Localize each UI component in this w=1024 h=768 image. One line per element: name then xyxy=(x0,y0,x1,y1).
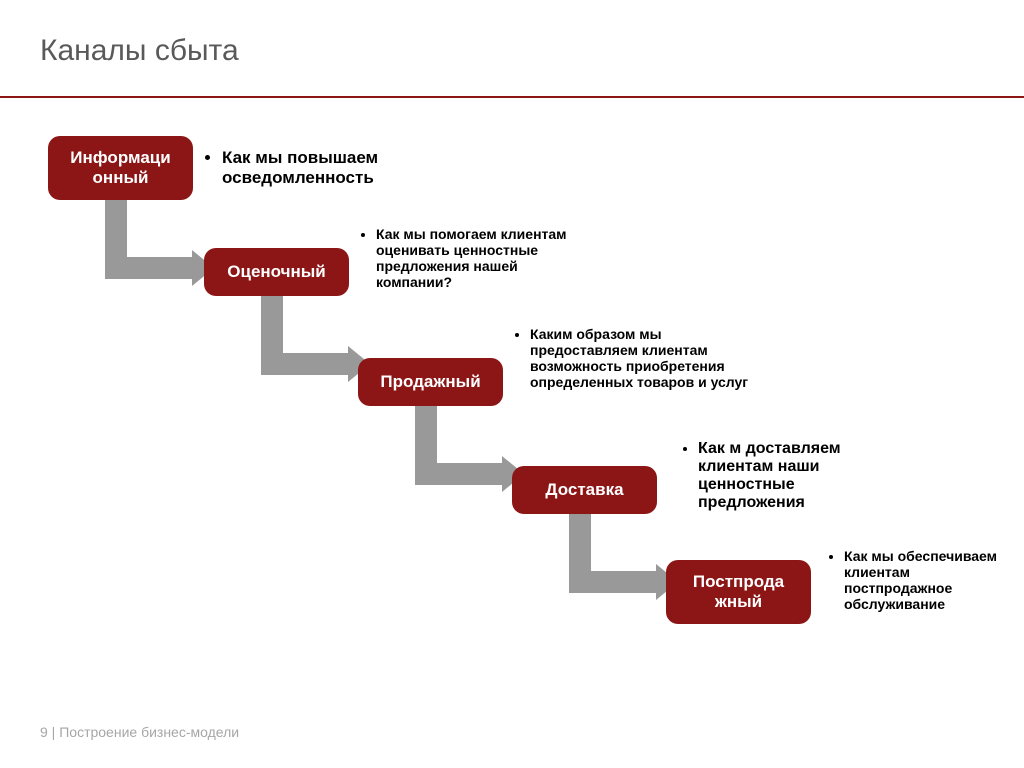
slide-body: Каналы сбыта Информаци онный Как мы повыш… xyxy=(0,0,1024,768)
step-description-text: Как м доставляем клиентам наши ценностны… xyxy=(698,440,880,512)
step-box-delivery: Доставка xyxy=(512,466,657,514)
step-box-postsale: Постпрода жный xyxy=(666,560,811,624)
step-label: Постпрода жный xyxy=(676,572,801,611)
footer-page-number: 9 xyxy=(40,724,48,740)
step-description-text: Как мы помогаем клиентам оценивать ценно… xyxy=(376,226,568,290)
step-description-eval: Как мы помогаем клиентам оценивать ценно… xyxy=(358,226,568,290)
step-description-text: Как мы повышаем осведомленность xyxy=(222,148,444,188)
step-label: Доставка xyxy=(545,480,623,500)
step-box-eval: Оценочный xyxy=(204,248,349,296)
footer: 9 | Построение бизнес-модели xyxy=(40,724,239,740)
step-description-text: Как мы обеспечиваем клиентам постпродажн… xyxy=(844,548,1006,612)
step-box-sales: Продажный xyxy=(358,358,503,406)
page-title: Каналы сбыта xyxy=(40,34,239,68)
step-description-delivery: Как м доставляем клиентам наши ценностны… xyxy=(680,440,880,512)
step-box-info: Информаци онный xyxy=(48,136,193,200)
flow-arrow-icon xyxy=(96,196,220,288)
footer-text: Построение бизнес-модели xyxy=(59,724,239,740)
step-label: Оценочный xyxy=(227,262,325,282)
divider xyxy=(0,96,1024,98)
step-description-text: Каким образом мы предоставляем клиентам … xyxy=(530,326,762,390)
step-description-sales: Каким образом мы предоставляем клиентам … xyxy=(512,326,762,390)
step-description-postsale: Как мы обеспечиваем клиентам постпродажн… xyxy=(826,548,1006,612)
step-label: Информаци онный xyxy=(58,148,183,187)
footer-separator: | xyxy=(48,724,59,740)
step-label: Продажный xyxy=(380,372,480,392)
step-description-info: Как мы повышаем осведомленность xyxy=(204,148,444,188)
